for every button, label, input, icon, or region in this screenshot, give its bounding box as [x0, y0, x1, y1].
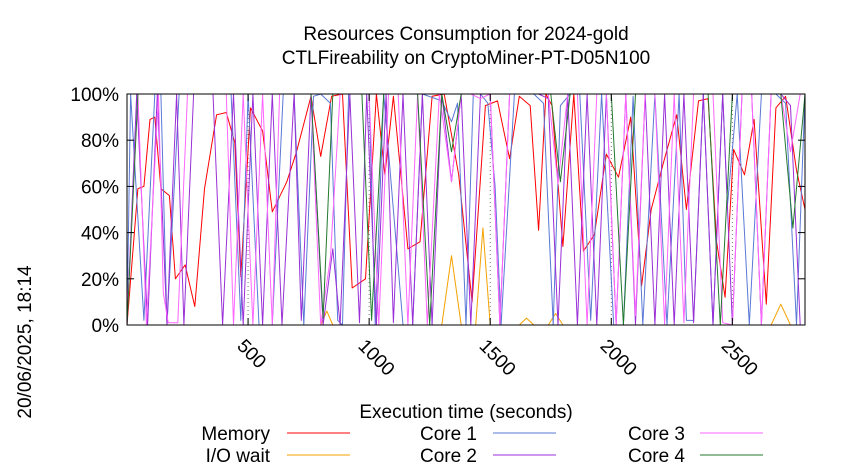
legend-label-memory: Memory — [201, 424, 270, 445]
legend-label-core-3: Core 3 — [628, 424, 685, 445]
y-tick-label-0: 0% — [92, 316, 120, 337]
timestamp-side-label: 20/06/2025, 18:14 — [15, 265, 36, 419]
chart-title-line-1: Resources Consumption for 2024-gold — [303, 24, 628, 45]
series-layer — [126, 93, 806, 326]
x-axis-label: Execution time (seconds) — [359, 402, 572, 423]
x-tick-label-1: 1000 — [354, 336, 399, 381]
plot-frame — [126, 93, 806, 326]
y-tick-label-3: 60% — [81, 177, 119, 198]
y-tick-label-4: 80% — [81, 131, 119, 152]
x-tick-label-0: 500 — [233, 336, 270, 373]
x-tick-label-3: 2000 — [596, 336, 641, 381]
legend-label-core-1: Core 1 — [420, 424, 477, 445]
x-tick-label-4: 2500 — [717, 336, 762, 381]
legend-label-core-2: Core 2 — [420, 446, 477, 467]
chart-title-line-2: CTLFireability on CryptoMiner-PT-D05N100 — [282, 48, 651, 69]
legend-label-core-4: Core 4 — [628, 446, 685, 467]
series-line-core-2 — [126, 93, 805, 326]
y-tick-label-2: 40% — [81, 224, 119, 245]
legend-label-i-o-wait: I/O wait — [206, 446, 271, 467]
series-line-memory — [126, 93, 806, 326]
y-tick-label-1: 20% — [81, 270, 119, 291]
y-tick-label-5: 100% — [70, 85, 119, 106]
y-axis: 0% 20% 40% 60% 80% 100% — [70, 85, 805, 337]
x-tick-label-2: 1500 — [475, 336, 520, 381]
